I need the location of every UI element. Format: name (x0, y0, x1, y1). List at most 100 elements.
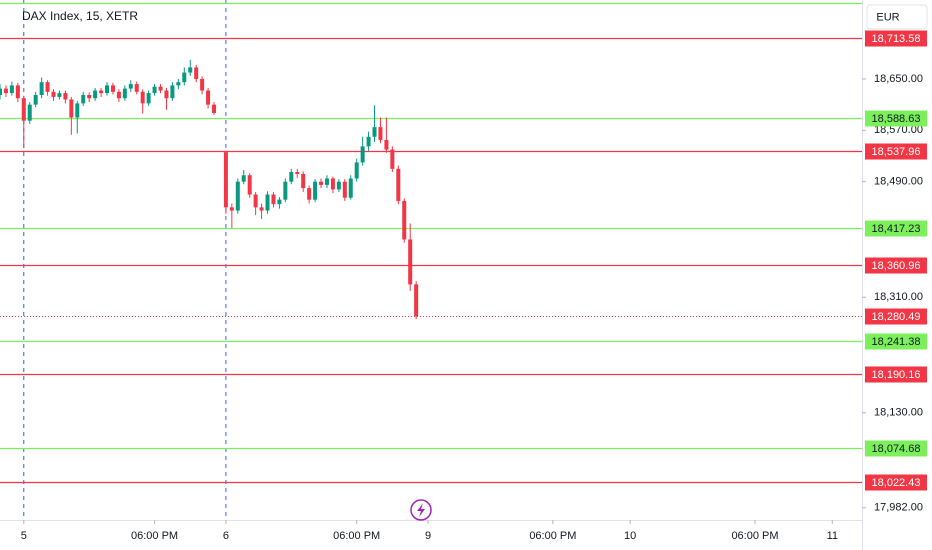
level-label-box (865, 366, 927, 383)
candle-body (110, 85, 115, 92)
level-label: 18,588.63 (872, 113, 921, 125)
x-tick-label: 06:00 PM (333, 530, 380, 542)
level-label: 18,074.68 (872, 443, 921, 455)
candle-body (319, 181, 324, 185)
candle-body (188, 67, 193, 73)
candle-body (206, 90, 211, 105)
candle-body (372, 127, 377, 137)
candle-body (378, 127, 383, 140)
candle-body (342, 181, 347, 198)
level-label-box (865, 220, 927, 237)
candle-body (99, 90, 104, 94)
level-label: 18,713.58 (872, 33, 921, 45)
level-label: 18,417.23 (872, 223, 921, 235)
candle-body (414, 284, 419, 317)
last-price-box (865, 308, 927, 325)
candle-body (247, 175, 252, 195)
candle-body (307, 188, 312, 200)
candle-body (140, 91, 145, 104)
candle-body (128, 84, 133, 89)
candle-body (289, 172, 294, 182)
candle-body (116, 91, 121, 99)
candle-body (57, 93, 62, 97)
candle-body (229, 207, 234, 211)
candle-body (182, 72, 187, 83)
candle-body (15, 85, 20, 99)
currency-label: EUR (876, 11, 899, 23)
candle-body (390, 149, 395, 169)
candle-body (360, 146, 365, 163)
candle-body (348, 178, 353, 198)
candle-body (366, 136, 371, 147)
candle-body (21, 98, 26, 121)
candle-body (164, 90, 169, 99)
candle-body (122, 88, 127, 99)
y-tick-label: 17,982.00 (874, 502, 923, 514)
x-tick-label: 11 (827, 530, 838, 542)
lightning-icon[interactable] (410, 499, 432, 521)
x-tick-label: 6 (223, 530, 229, 542)
candle-body (87, 95, 92, 99)
y-tick-label: 18,490.00 (874, 176, 923, 188)
candle-body (0, 88, 2, 96)
candle-body (170, 85, 175, 99)
candle-body (200, 78, 205, 91)
candle-body (45, 82, 50, 92)
plot-area (0, 0, 862, 520)
candle-body (283, 181, 288, 200)
candle-body (241, 175, 246, 182)
level-label: 18,360.96 (872, 260, 921, 272)
candle-body (402, 200, 407, 240)
level-label-box (865, 474, 927, 491)
candle-body (158, 86, 163, 91)
candle-body (277, 199, 282, 205)
candle-body (330, 178, 335, 190)
y-tick-label: 18,130.00 (874, 407, 923, 419)
candle-body (354, 162, 359, 179)
x-tick-label: 9 (425, 530, 431, 542)
candle-body (194, 67, 199, 79)
level-label-box (865, 110, 927, 127)
candle-body (212, 104, 217, 113)
candle-body (69, 99, 74, 118)
currency-button[interactable] (866, 4, 928, 30)
candle-body (81, 95, 86, 104)
candle-body (265, 194, 270, 211)
x-tick-label: 06:00 PM (529, 530, 576, 542)
chart-title: DAX Index, 15, XETR (22, 9, 138, 23)
candle-body (396, 168, 401, 201)
candle-body (3, 88, 8, 94)
candle-body (152, 86, 157, 94)
y-tick-label: 18,650.00 (874, 73, 923, 85)
candle-body (301, 173, 306, 189)
candle-body (313, 181, 318, 200)
level-label: 18,022.43 (872, 477, 921, 489)
candle-body (223, 152, 228, 208)
last-price-label: 18,280.49 (872, 311, 921, 323)
y-tick-label: 18,310.00 (874, 291, 923, 303)
level-label-box (865, 333, 927, 350)
candle-body (146, 93, 151, 104)
y-tick-label: 18,570.00 (874, 124, 923, 136)
candle-body (105, 85, 110, 94)
candle-body (324, 178, 329, 185)
candle-body (9, 85, 14, 94)
candle-body (134, 84, 139, 92)
x-tick-label: 06:00 PM (131, 530, 178, 542)
x-tick-label: 5 (21, 530, 27, 542)
candle-body (259, 207, 264, 211)
level-label-box (865, 30, 927, 47)
candle-body (33, 95, 38, 105)
level-label-box (865, 440, 927, 457)
candle-body (271, 194, 276, 205)
candle-body (235, 181, 240, 211)
icon-bolt (417, 503, 425, 517)
candle-body (408, 239, 413, 285)
candle-body (39, 82, 44, 96)
candle-body (295, 172, 300, 174)
candle-body (75, 103, 80, 118)
level-label-box (865, 143, 927, 160)
